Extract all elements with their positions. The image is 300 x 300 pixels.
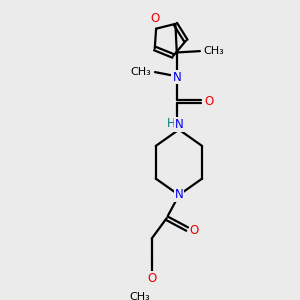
Text: O: O: [205, 95, 214, 108]
Text: H: H: [167, 117, 175, 130]
Text: N: N: [175, 188, 183, 202]
Text: O: O: [190, 224, 199, 237]
Text: CH₃: CH₃: [129, 292, 150, 300]
Text: CH₃: CH₃: [203, 46, 224, 56]
Text: CH₃: CH₃: [130, 67, 151, 77]
Text: O: O: [150, 12, 159, 26]
Text: O: O: [147, 272, 156, 285]
Text: N: N: [172, 70, 181, 83]
Text: N: N: [175, 118, 183, 131]
